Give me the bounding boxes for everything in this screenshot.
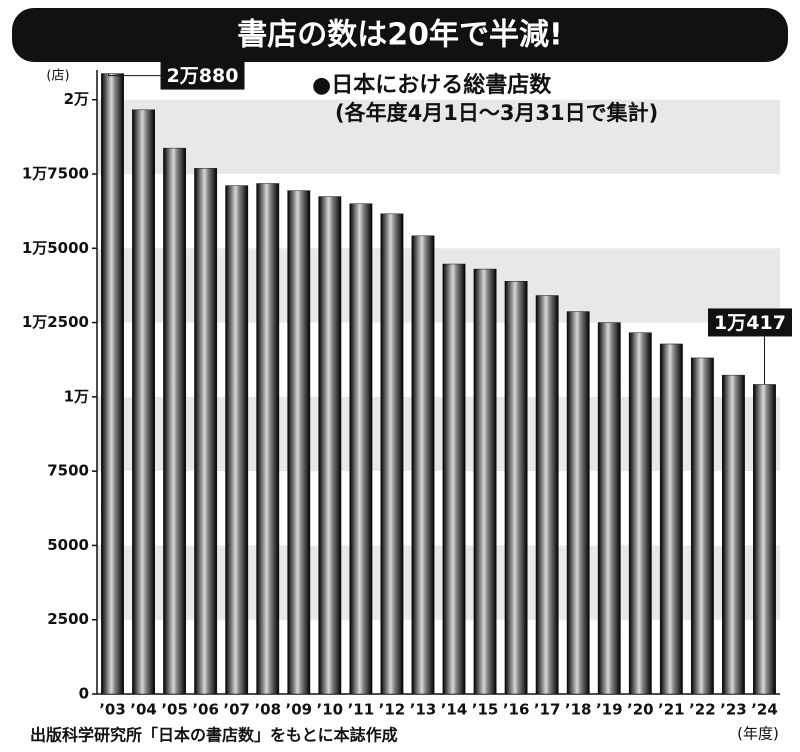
bar — [225, 185, 249, 695]
bar — [380, 213, 404, 695]
x-tick-label: ’05 — [161, 701, 188, 719]
x-tick-label: ’16 — [503, 701, 530, 719]
source: 出版科学研究所「日本の書店数」をもとに本誌作成 — [30, 726, 398, 745]
bar — [411, 235, 435, 695]
x-tick-label: ’14 — [441, 701, 468, 719]
bar — [163, 147, 187, 695]
bar — [535, 295, 559, 695]
x-tick-label: ’20 — [627, 701, 654, 719]
label-box — [160, 61, 245, 90]
x-tick-label: ’06 — [192, 701, 219, 719]
value-label: 2万880 — [167, 65, 239, 87]
x-tick-label: ’21 — [658, 701, 685, 719]
y-tick-label: 2500 — [47, 610, 89, 628]
y-tick-label: 1万7500 — [22, 165, 89, 183]
bar — [753, 384, 776, 695]
bar — [349, 203, 373, 695]
x-tick-label: ’24 — [751, 701, 778, 719]
x-tick-label: ’08 — [254, 701, 281, 719]
title-box — [12, 8, 788, 62]
x-tick-label: ’12 — [379, 701, 406, 719]
bar — [690, 357, 714, 695]
bar — [628, 332, 652, 695]
bar — [194, 168, 218, 695]
label-box — [708, 308, 792, 337]
bar — [722, 374, 745, 695]
x-tick-label: ’18 — [565, 701, 592, 719]
y-tick-label: 1万2500 — [22, 313, 89, 331]
bar — [256, 183, 280, 695]
x-tick-label: ’11 — [348, 701, 375, 719]
x-tick-label: ’07 — [223, 701, 250, 719]
grid-band — [97, 99, 780, 174]
chart-title: 書店の数は20年で半減! — [237, 18, 562, 53]
bar — [597, 322, 621, 695]
x-tick-label: ’15 — [472, 701, 499, 719]
x-axis-label: (年度) — [737, 725, 779, 743]
x-tick-label: ’10 — [317, 701, 344, 719]
label-leader — [108, 73, 161, 77]
y-tick-label: 2万 — [64, 90, 89, 108]
bar — [287, 190, 311, 695]
y-axis-label: (店) — [46, 69, 69, 84]
subtitle: (各年度4月1日～3月31日で集計) — [335, 101, 658, 125]
bar — [659, 343, 683, 695]
bar — [504, 281, 528, 695]
x-tick-label: ’04 — [130, 701, 157, 719]
x-tick-label: ’22 — [689, 701, 716, 719]
y-tick-label: 1万5000 — [22, 239, 89, 257]
value-label: 1万417 — [714, 312, 786, 334]
bar — [566, 311, 590, 695]
x-tick-label: ’03 — [99, 701, 126, 719]
x-tick-label: ’23 — [720, 701, 747, 719]
bar — [101, 73, 124, 695]
bar — [473, 268, 497, 695]
y-tick-label: 7500 — [47, 462, 89, 480]
y-tick-label: 5000 — [47, 536, 89, 554]
legend-title: ●日本における総書店数 — [312, 72, 552, 98]
y-tick-label: 1万 — [64, 387, 89, 405]
bar — [318, 196, 342, 695]
x-tick-label: ’09 — [286, 701, 313, 719]
y-tick-label: 0 — [79, 685, 89, 703]
x-tick-label: ’19 — [596, 701, 623, 719]
x-tick-label: ’17 — [534, 701, 561, 719]
bar — [442, 263, 466, 695]
x-tick-label: ’13 — [410, 701, 437, 719]
bar — [132, 109, 155, 695]
